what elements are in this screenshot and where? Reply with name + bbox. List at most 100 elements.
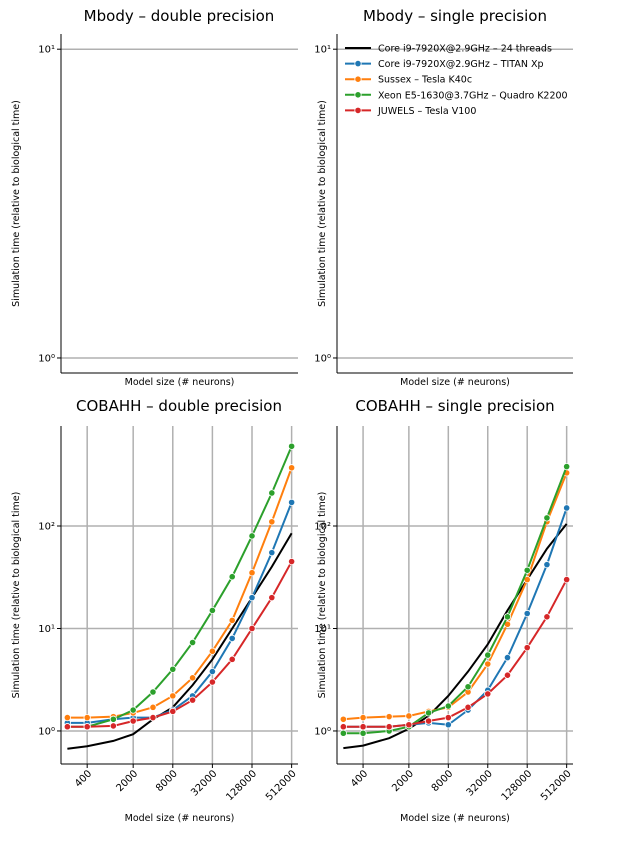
data-point bbox=[268, 549, 276, 557]
y-tick-label: 10¹ bbox=[38, 624, 55, 635]
x-tick-label: 128000 bbox=[224, 768, 259, 803]
data-point bbox=[109, 722, 117, 730]
legend-label: Sussex – Tesla K40c bbox=[378, 75, 472, 86]
data-point bbox=[208, 606, 216, 615]
data-point bbox=[169, 692, 177, 700]
y-tick-label: 10¹ bbox=[314, 45, 331, 56]
data-point bbox=[288, 442, 296, 450]
data-point bbox=[208, 667, 216, 676]
series-line bbox=[67, 445, 293, 728]
legend-label: Core i9-7920X@2.9GHz – TITAN Xp bbox=[378, 59, 544, 70]
legend-label: Core i9-7920X@2.9GHz – 24 threads bbox=[378, 44, 552, 55]
legend-marker bbox=[354, 75, 362, 83]
y-tick-label: 10⁰ bbox=[38, 353, 55, 364]
data-point bbox=[208, 647, 216, 655]
legend-label: JUWELS – Tesla V100 bbox=[377, 106, 476, 117]
data-point bbox=[188, 638, 197, 647]
legend-label: Xeon E5-1630@3.7GHz – Quadro K2200 bbox=[378, 90, 568, 101]
data-point bbox=[385, 713, 393, 721]
data-point bbox=[359, 723, 367, 731]
data-point bbox=[424, 709, 433, 717]
data-point bbox=[523, 566, 531, 574]
data-point bbox=[169, 665, 177, 673]
data-point bbox=[268, 518, 276, 526]
data-point bbox=[484, 651, 492, 659]
x-tick-label: 32000 bbox=[465, 768, 495, 798]
data-point bbox=[523, 609, 531, 618]
data-point bbox=[228, 634, 236, 643]
data-point bbox=[109, 715, 117, 723]
chart-title: COBAHH – double precision bbox=[76, 397, 282, 415]
data-point bbox=[208, 678, 216, 686]
series-line bbox=[343, 472, 568, 721]
data-point bbox=[188, 674, 197, 682]
data-point bbox=[188, 696, 197, 704]
data-point bbox=[63, 714, 71, 722]
data-point bbox=[359, 729, 367, 737]
data-point bbox=[129, 706, 137, 714]
data-point bbox=[464, 703, 472, 711]
x-tick-label: 512000 bbox=[264, 768, 299, 803]
data-point bbox=[484, 690, 492, 698]
data-point bbox=[83, 714, 91, 722]
y-tick-label: 10⁰ bbox=[314, 353, 331, 364]
x-tick-label: 32000 bbox=[189, 768, 219, 798]
x-tick-label: 2000 bbox=[115, 768, 141, 794]
x-tick-label: 8000 bbox=[430, 768, 456, 794]
data-point bbox=[444, 702, 452, 710]
data-point bbox=[464, 683, 472, 691]
x-tick-label: 512000 bbox=[539, 768, 574, 803]
data-point bbox=[543, 613, 551, 621]
legend-marker bbox=[354, 106, 362, 115]
chart-title: Mbody – single precision bbox=[363, 7, 547, 25]
x-tick-label: 400 bbox=[73, 768, 94, 789]
data-point bbox=[543, 514, 551, 522]
data-point bbox=[228, 616, 236, 624]
data-point bbox=[543, 561, 551, 569]
x-tick-label: 128000 bbox=[500, 768, 535, 803]
chart-title: COBAHH – single precision bbox=[355, 397, 554, 415]
data-point bbox=[248, 624, 256, 633]
y-tick-label: 10⁰ bbox=[38, 726, 55, 737]
data-point bbox=[228, 573, 236, 581]
data-point bbox=[288, 464, 296, 472]
y-tick-label: 10⁰ bbox=[314, 726, 331, 737]
y-tick-label: 10¹ bbox=[314, 624, 331, 635]
data-point bbox=[563, 575, 571, 584]
data-point bbox=[484, 660, 492, 668]
x-axis-label: Model size (# neurons) bbox=[400, 377, 510, 388]
data-point bbox=[385, 723, 393, 731]
y-axis-label: Simulation time (relative to biological … bbox=[317, 492, 328, 699]
data-point bbox=[339, 723, 347, 731]
legend-marker bbox=[354, 59, 362, 68]
data-point bbox=[503, 671, 512, 679]
data-point bbox=[359, 714, 367, 722]
data-point bbox=[228, 655, 236, 663]
data-point bbox=[288, 498, 296, 506]
y-tick-label: 10² bbox=[38, 522, 55, 533]
legend-marker bbox=[354, 91, 362, 99]
data-point bbox=[149, 688, 157, 696]
y-axis-label: Simulation time (relative to biological … bbox=[11, 492, 22, 699]
data-point bbox=[405, 712, 413, 720]
y-axis-label: Simulation time (relative to biological … bbox=[11, 100, 22, 307]
data-point bbox=[268, 594, 276, 602]
data-point bbox=[83, 723, 91, 731]
data-point bbox=[563, 504, 571, 512]
data-point bbox=[288, 557, 296, 566]
data-point bbox=[503, 653, 512, 662]
data-point bbox=[149, 703, 157, 711]
series-line bbox=[343, 507, 568, 728]
data-point bbox=[169, 707, 177, 716]
x-tick-label: 2000 bbox=[390, 768, 416, 794]
data-point bbox=[63, 723, 71, 731]
data-point bbox=[405, 721, 413, 729]
data-point bbox=[248, 594, 256, 602]
data-point bbox=[339, 715, 347, 723]
y-axis-label: Simulation time (relative to biological … bbox=[317, 100, 328, 307]
data-point bbox=[424, 717, 433, 725]
data-point bbox=[444, 714, 452, 722]
data-point bbox=[268, 489, 276, 497]
x-axis-label: Model size (# neurons) bbox=[125, 813, 235, 824]
